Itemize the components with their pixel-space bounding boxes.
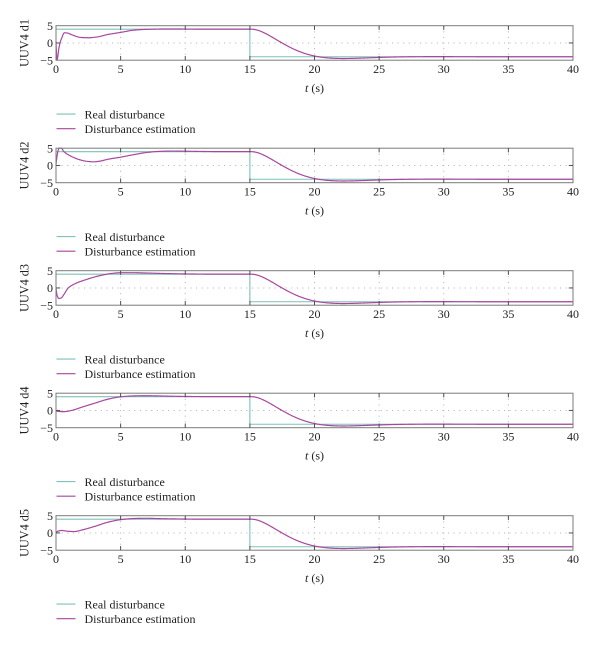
svg-text:Disturbance estimation: Disturbance estimation [85,489,196,503]
svg-text:5: 5 [118,62,124,76]
svg-text:0: 0 [47,281,53,295]
svg-text:UUV4 d1: UUV4 d1 [18,19,32,67]
svg-text:UUV4 d3: UUV4 d3 [18,264,32,312]
svg-text:35: 35 [502,185,514,199]
svg-text:25: 25 [373,552,385,566]
svg-text:5: 5 [118,430,124,444]
svg-text:t (s): t (s) [305,571,324,585]
svg-text:0: 0 [53,307,59,321]
svg-text:−5: −5 [40,298,53,312]
svg-text:35: 35 [502,552,514,566]
svg-text:10: 10 [179,185,191,199]
svg-text:5: 5 [118,185,124,199]
svg-text:5: 5 [118,552,124,566]
svg-text:UUV4 d4: UUV4 d4 [18,387,32,435]
svg-text:15: 15 [244,62,256,76]
svg-text:−5: −5 [40,421,53,435]
svg-text:40: 40 [567,552,579,566]
svg-text:−5: −5 [40,543,53,557]
svg-text:0: 0 [53,430,59,444]
svg-text:20: 20 [309,185,321,199]
svg-text:0: 0 [53,552,59,566]
svg-text:35: 35 [502,307,514,321]
svg-text:Real disturbance: Real disturbance [85,597,165,611]
svg-text:10: 10 [179,62,191,76]
svg-text:25: 25 [373,62,385,76]
svg-text:Disturbance estimation: Disturbance estimation [85,612,196,626]
svg-text:5: 5 [118,307,124,321]
svg-text:40: 40 [567,62,579,76]
svg-text:40: 40 [567,185,579,199]
svg-text:25: 25 [373,185,385,199]
svg-text:15: 15 [244,185,256,199]
svg-text:5: 5 [47,141,53,155]
svg-text:5: 5 [47,509,53,523]
svg-text:10: 10 [179,552,191,566]
svg-text:30: 30 [438,552,450,566]
svg-text:10: 10 [179,430,191,444]
svg-text:UUV4 d2: UUV4 d2 [18,142,32,190]
svg-text:Real disturbance: Real disturbance [85,475,165,489]
svg-text:35: 35 [502,62,514,76]
svg-text:15: 15 [244,307,256,321]
svg-text:−5: −5 [40,176,53,190]
svg-text:UUV4 d5: UUV4 d5 [18,509,32,557]
svg-text:30: 30 [438,62,450,76]
svg-text:Real disturbance: Real disturbance [85,230,165,244]
svg-text:t (s): t (s) [305,81,324,95]
svg-text:5: 5 [47,386,53,400]
svg-text:5: 5 [47,19,53,33]
svg-text:40: 40 [567,430,579,444]
svg-text:0: 0 [47,159,53,173]
svg-text:20: 20 [309,552,321,566]
svg-text:5: 5 [47,264,53,278]
svg-text:30: 30 [438,430,450,444]
svg-text:0: 0 [47,404,53,418]
svg-text:0: 0 [53,62,59,76]
svg-text:35: 35 [502,430,514,444]
svg-text:0: 0 [47,526,53,540]
svg-text:−5: −5 [40,53,53,67]
svg-text:Disturbance estimation: Disturbance estimation [85,244,196,258]
svg-text:25: 25 [373,430,385,444]
svg-text:40: 40 [567,307,579,321]
svg-text:Disturbance estimation: Disturbance estimation [85,122,196,136]
svg-text:Real disturbance: Real disturbance [85,107,165,121]
svg-text:t (s): t (s) [305,326,324,340]
svg-text:25: 25 [373,307,385,321]
svg-text:20: 20 [309,62,321,76]
svg-text:Real disturbance: Real disturbance [85,352,165,366]
svg-text:0: 0 [53,185,59,199]
svg-text:Disturbance estimation: Disturbance estimation [85,367,196,381]
svg-text:15: 15 [244,552,256,566]
svg-text:20: 20 [309,307,321,321]
svg-text:20: 20 [309,430,321,444]
svg-text:15: 15 [244,430,256,444]
svg-text:30: 30 [438,185,450,199]
svg-text:10: 10 [179,307,191,321]
svg-text:t (s): t (s) [305,204,324,218]
svg-text:t (s): t (s) [305,449,324,463]
svg-text:30: 30 [438,307,450,321]
svg-text:0: 0 [47,36,53,50]
